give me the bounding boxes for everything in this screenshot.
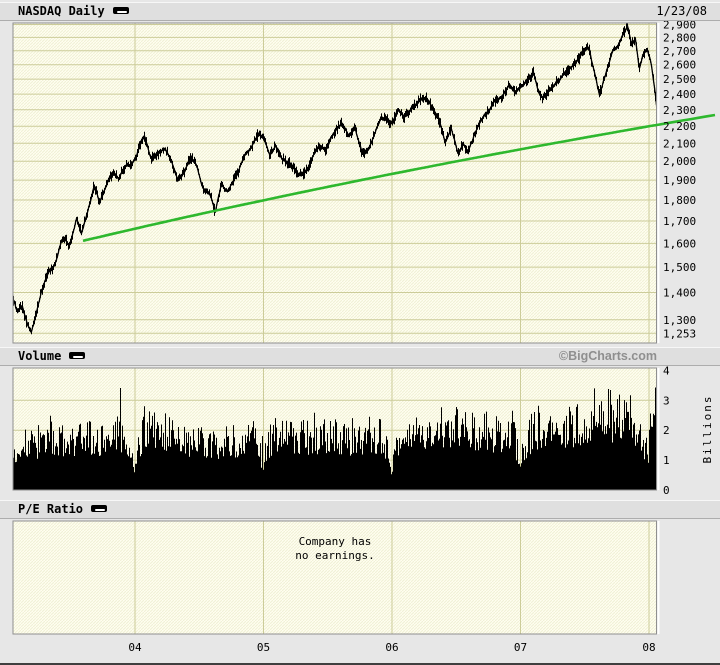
price-y-tick-label: 2,300	[663, 104, 696, 117]
price-y-tick-label: 1,900	[663, 174, 696, 187]
price-plot-border	[12, 22, 657, 344]
pe-panel-header: P/E Ratio	[0, 500, 720, 519]
minimize-icon[interactable]	[69, 352, 86, 359]
pe-panel-title: P/E Ratio	[18, 502, 84, 516]
pe-no-earnings-message: Company has no earnings.	[13, 535, 657, 563]
price-y-tick-label: 2,600	[663, 59, 696, 72]
price-y-tick-label: 1,700	[663, 215, 696, 228]
price-y-tick-label: 1,800	[663, 194, 696, 207]
bottom-frame-line	[0, 663, 720, 665]
price-y-tick-label: 1,600	[663, 237, 696, 250]
pe-plot-bg	[13, 521, 657, 634]
volume-panel-title: Volume	[18, 349, 62, 363]
volume-y-tick-label: 0	[663, 484, 670, 497]
price-y-tick-label: 2,400	[663, 88, 696, 101]
volume-y-tick-label: 4	[663, 364, 670, 377]
pe-message-line2: no earnings.	[295, 549, 375, 562]
price-y-tick-label: 2,700	[663, 45, 696, 58]
price-y-tick-label: 2,200	[663, 120, 696, 133]
volume-y-tick-label: 3	[663, 394, 670, 407]
price-plot-bg	[13, 23, 657, 343]
x-axis-year-label: 06	[385, 641, 398, 654]
x-axis-year-label: 07	[514, 641, 527, 654]
volume-y-tick-label: 1	[663, 454, 670, 467]
price-panel-header: NASDAQ Daily 1/23/08	[0, 2, 720, 21]
x-axis-year-label: 05	[257, 641, 270, 654]
x-axis-year-label: 04	[128, 641, 142, 654]
price-y-tick-label: 1,400	[663, 287, 696, 300]
price-y-tick-label: 2,000	[663, 155, 696, 168]
gridlines	[13, 23, 657, 634]
volume-axis-unit-label: Billions	[701, 395, 714, 464]
price-y-tick-label: 2,800	[663, 31, 696, 44]
volume-y-tick-label: 2	[663, 424, 670, 437]
price-y-tick-label: 1,300	[663, 314, 696, 327]
price-y-tick-label: 1,253	[663, 327, 696, 340]
price-y-tick-label: 2,900	[663, 19, 696, 32]
pe-plot-border	[12, 520, 657, 635]
price-y-tick-label: 2,100	[663, 137, 696, 150]
bigcharts-copyright: ©BigCharts.com	[558, 349, 657, 363]
x-axis-year-label: 08	[642, 641, 655, 654]
trendline	[82, 113, 716, 243]
chart-date-label: 1/23/08	[656, 4, 707, 18]
price-y-tick-label: 1,500	[663, 261, 696, 274]
price-y-tick-label: 2,500	[663, 73, 696, 86]
price-panel-title: NASDAQ Daily	[18, 4, 105, 18]
pe-message-line1: Company has	[298, 535, 372, 548]
volume-panel-header: Volume ©BigCharts.com	[0, 347, 720, 366]
minimize-icon[interactable]	[91, 505, 108, 512]
volume-plot-border	[12, 367, 657, 491]
minimize-icon[interactable]	[112, 7, 129, 14]
